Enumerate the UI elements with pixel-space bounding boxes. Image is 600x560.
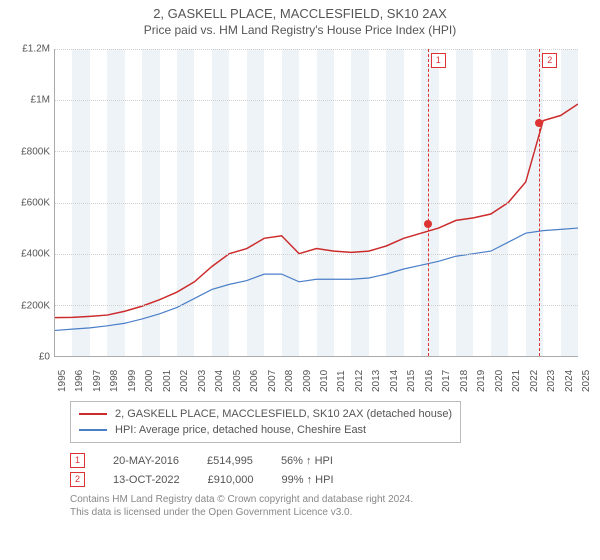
x-tick-label: 2003	[197, 370, 208, 392]
legend-label: HPI: Average price, detached house, Ches…	[115, 422, 366, 438]
x-tick-label: 1998	[109, 370, 120, 392]
transaction-price: £514,995	[207, 455, 253, 467]
footer-line: This data is licensed under the Open Gov…	[70, 506, 584, 519]
footer: Contains HM Land Registry data © Crown c…	[70, 493, 584, 519]
price-chart: 12 1995199619971998199920002001200220032…	[54, 45, 578, 393]
x-tick-label: 2009	[302, 370, 313, 392]
x-tick-label: 2016	[424, 370, 435, 392]
legend-swatch	[79, 429, 107, 431]
plot-area: 12	[54, 49, 578, 357]
x-tick-label: 2004	[214, 370, 225, 392]
x-axis: 1995 1996 1997 1998 1999 2000 2001 2002 2003 2004…	[54, 357, 578, 393]
transaction-date: 13-OCT-2022	[113, 474, 180, 486]
chart-marker: 2	[542, 53, 557, 68]
transaction-row: 1 20-MAY-2016 £514,995 56% ↑ HPI	[70, 453, 584, 468]
y-tick-label: £1.2M	[12, 44, 50, 55]
x-tick-label: 2014	[389, 370, 400, 392]
footer-line: Contains HM Land Registry data © Crown c…	[70, 493, 584, 506]
x-tick-label: 2008	[284, 370, 295, 392]
x-tick-label: 2006	[249, 370, 260, 392]
x-tick-label: 2013	[371, 370, 382, 392]
marker-badge: 2	[70, 472, 85, 487]
x-tick-label: 2021	[511, 370, 522, 392]
transactions: 1 20-MAY-2016 £514,995 56% ↑ HPI 2 13-OC…	[70, 453, 584, 487]
x-tick-label: 1999	[127, 370, 138, 392]
x-tick-label: 2001	[162, 370, 173, 392]
legend-row: 2, GASKELL PLACE, MACCLESFIELD, SK10 2AX…	[79, 406, 452, 422]
chart-marker: 1	[431, 53, 446, 68]
x-tick-label: 1996	[74, 370, 85, 392]
y-tick-label: £800K	[12, 146, 50, 157]
x-tick-label: 2020	[494, 370, 505, 392]
transaction-row: 2 13-OCT-2022 £910,000 99% ↑ HPI	[70, 472, 584, 487]
y-tick-label: £1M	[12, 95, 50, 106]
x-tick-label: 2012	[354, 370, 365, 392]
x-tick-label: 2017	[441, 370, 452, 392]
x-tick-label: 2018	[459, 370, 470, 392]
transaction-date: 20-MAY-2016	[113, 455, 179, 467]
x-tick-label: 2015	[406, 370, 417, 392]
legend: 2, GASKELL PLACE, MACCLESFIELD, SK10 2AX…	[70, 401, 461, 443]
y-tick-label: £600K	[12, 198, 50, 209]
x-tick-label: 1997	[92, 370, 103, 392]
x-tick-label: 2011	[336, 370, 347, 392]
page-title: 2, GASKELL PLACE, MACCLESFIELD, SK10 2AX	[16, 6, 584, 21]
legend-row: HPI: Average price, detached house, Ches…	[79, 422, 452, 438]
legend-swatch	[79, 413, 107, 415]
x-tick-label: 2025	[581, 370, 592, 392]
y-tick-label: £0	[12, 352, 50, 363]
x-tick-label: 2022	[529, 370, 540, 392]
x-tick-label: 2024	[564, 370, 575, 392]
x-tick-label: 2005	[232, 370, 243, 392]
transaction-delta: 99% ↑ HPI	[282, 474, 334, 486]
y-tick-label: £400K	[12, 249, 50, 260]
page-subtitle: Price paid vs. HM Land Registry's House …	[16, 23, 584, 37]
x-tick-label: 2010	[319, 370, 330, 392]
x-tick-label: 2023	[546, 370, 557, 392]
x-tick-label: 2007	[267, 370, 278, 392]
marker-badge: 1	[70, 453, 85, 468]
x-tick-label: 2019	[476, 370, 487, 392]
y-tick-label: £200K	[12, 300, 50, 311]
x-tick-label: 1995	[57, 370, 68, 392]
transaction-price: £910,000	[208, 474, 254, 486]
x-tick-label: 2002	[179, 370, 190, 392]
x-tick-label: 2000	[144, 370, 155, 392]
transaction-delta: 56% ↑ HPI	[281, 455, 333, 467]
legend-label: 2, GASKELL PLACE, MACCLESFIELD, SK10 2AX…	[115, 406, 452, 422]
